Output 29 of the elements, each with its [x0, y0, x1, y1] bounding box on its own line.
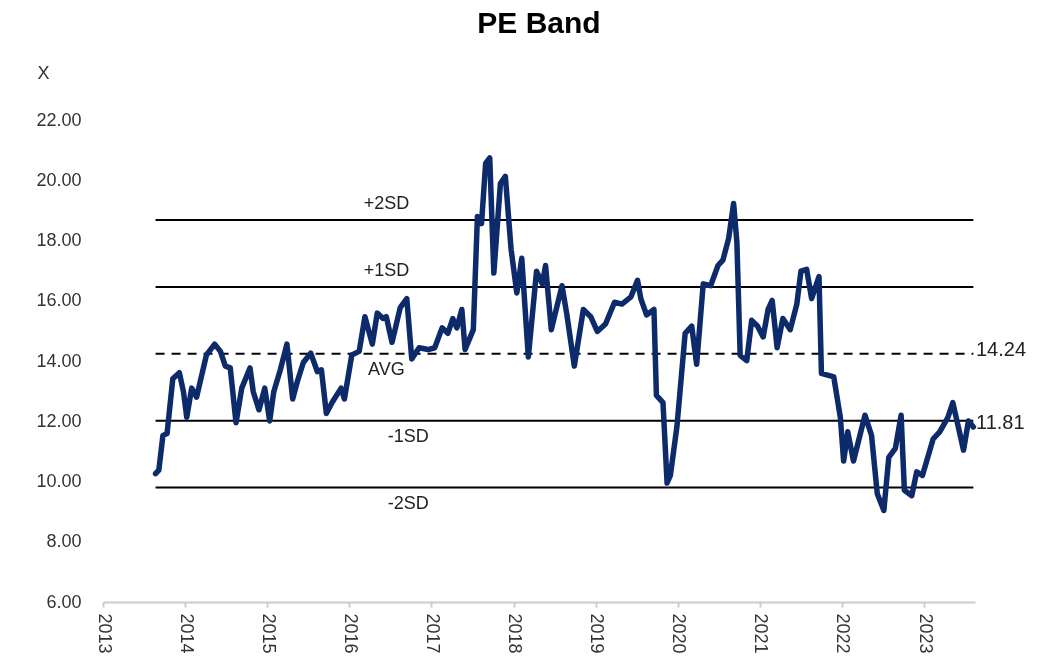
- x-tick-label: 2023: [915, 613, 936, 654]
- x-tick-label: 2015: [258, 613, 279, 654]
- x-tick-label: 2022: [833, 613, 854, 654]
- y-tick-label: 18.00: [36, 230, 82, 250]
- y-tick-label: 6.00: [46, 591, 82, 612]
- x-tick-label: 2016: [340, 613, 361, 654]
- x-tick-label: 2020: [669, 613, 690, 654]
- annotation: 14.24: [976, 337, 1027, 360]
- x-tick-label: 2017: [422, 613, 443, 654]
- annotation: 11.81: [976, 410, 1025, 433]
- x-tick-label: 2013: [94, 613, 115, 654]
- x-tick-label: 2019: [587, 613, 608, 654]
- x-tick-label: 2021: [751, 613, 772, 654]
- y-tick-label: 14.00: [36, 350, 82, 371]
- ref-line-label: +1SD: [363, 259, 410, 280]
- ref-line-label: -2SD: [387, 492, 429, 513]
- y-axis-title: X: [37, 62, 50, 83]
- y-tick-label: 8.00: [46, 531, 82, 552]
- ref-line-label: AVG: [368, 358, 405, 379]
- y-tick-label: 16.00: [36, 290, 82, 311]
- ref-line-label: +2SD: [363, 193, 410, 214]
- chart-title: PE Band: [477, 6, 601, 39]
- x-tick-label: 2014: [176, 613, 197, 654]
- ref-line-label: -1SD: [387, 425, 429, 446]
- y-tick-label: 20.00: [36, 169, 82, 190]
- y-tick-label: 12.00: [36, 410, 82, 431]
- y-tick-label: 22.00: [36, 109, 82, 130]
- x-tick-label: 2018: [505, 613, 526, 654]
- y-tick-label: 10.00: [36, 471, 82, 491]
